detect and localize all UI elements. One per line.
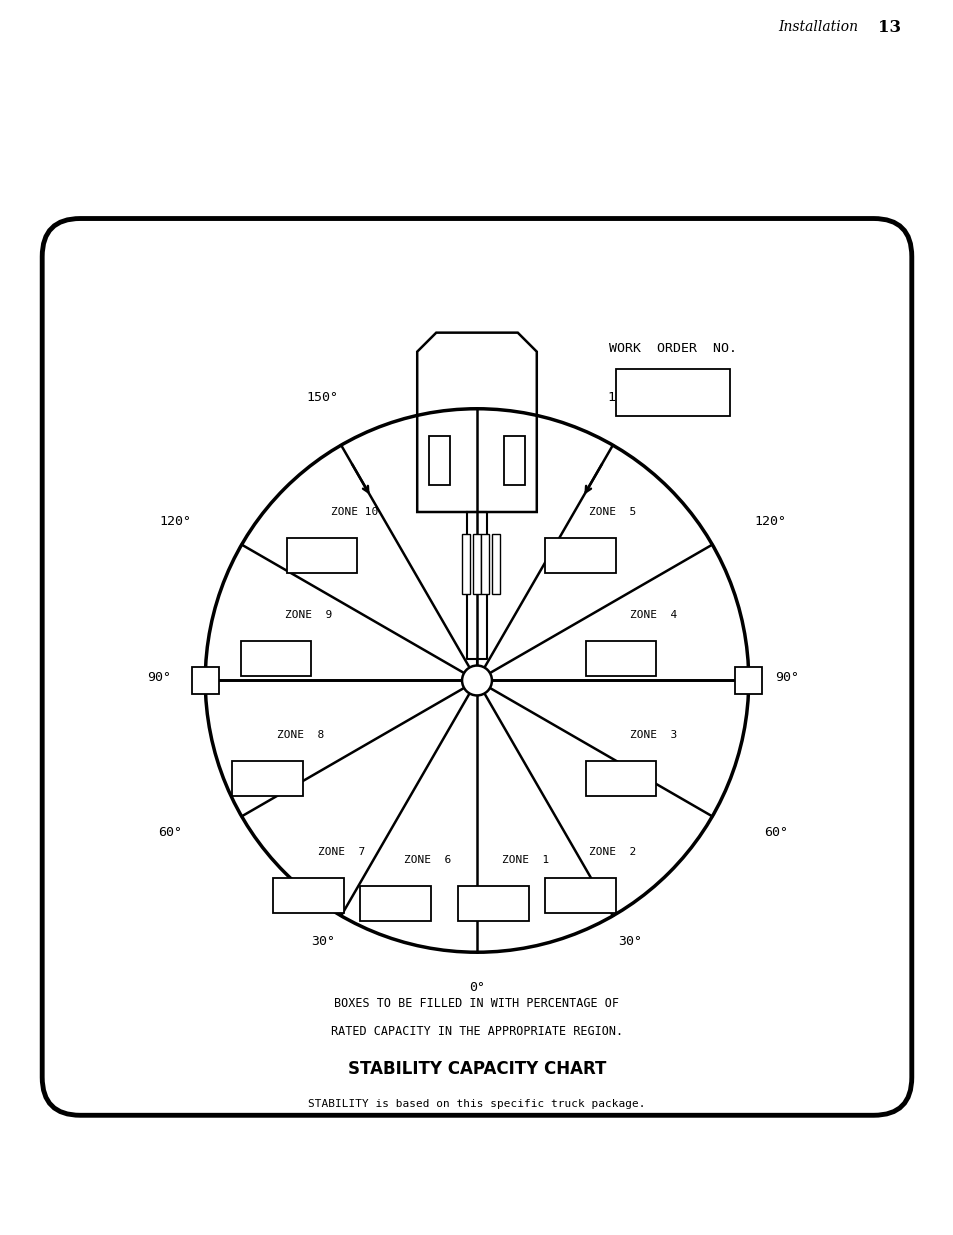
FancyBboxPatch shape xyxy=(192,667,218,694)
Text: STABILITY is based on this specific truck package.: STABILITY is based on this specific truc… xyxy=(308,1099,645,1109)
FancyBboxPatch shape xyxy=(360,885,431,921)
FancyBboxPatch shape xyxy=(585,641,656,677)
FancyBboxPatch shape xyxy=(585,761,656,797)
Text: ZONE  7: ZONE 7 xyxy=(317,847,364,857)
Text: 30°: 30° xyxy=(618,935,642,948)
FancyBboxPatch shape xyxy=(735,667,761,694)
Text: STABILITY CAPACITY CHART: STABILITY CAPACITY CHART xyxy=(348,1060,605,1078)
FancyBboxPatch shape xyxy=(240,641,311,677)
Text: 120°: 120° xyxy=(754,515,785,529)
FancyBboxPatch shape xyxy=(457,885,528,921)
Text: WORK  ORDER  NO.: WORK ORDER NO. xyxy=(608,342,736,356)
Text: ZONE 10: ZONE 10 xyxy=(331,508,378,517)
Text: Stability Capacity Chart: Stability Capacity Chart xyxy=(291,63,662,90)
Text: ZONE  4: ZONE 4 xyxy=(629,610,677,620)
FancyBboxPatch shape xyxy=(503,436,524,485)
FancyBboxPatch shape xyxy=(492,534,499,594)
Text: 150°: 150° xyxy=(306,391,337,404)
FancyBboxPatch shape xyxy=(615,369,729,415)
FancyBboxPatch shape xyxy=(480,534,489,594)
Text: 120°: 120° xyxy=(159,515,192,529)
FancyBboxPatch shape xyxy=(287,537,357,573)
FancyBboxPatch shape xyxy=(544,537,615,573)
Circle shape xyxy=(461,666,492,695)
Text: ZONE  1: ZONE 1 xyxy=(502,855,549,864)
Text: RATED CAPACITY IN THE APPROPRIATE REGION.: RATED CAPACITY IN THE APPROPRIATE REGION… xyxy=(331,1025,622,1037)
Text: 13: 13 xyxy=(878,19,901,36)
Text: ZONE  3: ZONE 3 xyxy=(629,730,677,740)
FancyBboxPatch shape xyxy=(473,534,480,594)
FancyBboxPatch shape xyxy=(461,534,470,594)
Text: ZONE  6: ZONE 6 xyxy=(404,855,451,864)
FancyBboxPatch shape xyxy=(429,436,450,485)
FancyBboxPatch shape xyxy=(273,878,343,913)
Text: ZONE  8: ZONE 8 xyxy=(276,730,324,740)
FancyBboxPatch shape xyxy=(233,761,303,797)
Text: 0°: 0° xyxy=(469,981,484,994)
FancyBboxPatch shape xyxy=(42,219,911,1115)
Text: BOXES TO BE FILLED IN WITH PERCENTAGE OF: BOXES TO BE FILLED IN WITH PERCENTAGE OF xyxy=(335,998,618,1010)
Text: 60°: 60° xyxy=(763,826,787,839)
Text: 150°: 150° xyxy=(607,391,639,404)
Text: Installation: Installation xyxy=(778,20,858,35)
Text: ZONE  2: ZONE 2 xyxy=(589,847,636,857)
Text: 30°: 30° xyxy=(311,935,335,948)
Text: ZONE  9: ZONE 9 xyxy=(285,610,332,620)
Text: 60°: 60° xyxy=(158,826,182,839)
Text: ZONE  5: ZONE 5 xyxy=(589,508,636,517)
Text: 90°: 90° xyxy=(774,672,798,684)
Text: 90°: 90° xyxy=(147,672,171,684)
FancyBboxPatch shape xyxy=(544,878,615,913)
